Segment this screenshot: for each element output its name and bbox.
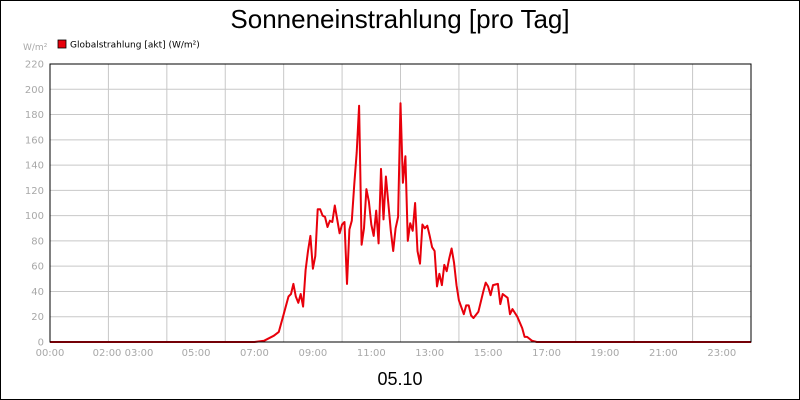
x-tick-label: 19:00 xyxy=(591,348,620,359)
x-tick-label: 11:00 xyxy=(357,348,386,359)
x-tick-label: 02:00 03:00 xyxy=(93,348,154,359)
series-line xyxy=(50,102,751,343)
y-tick-label: 40 xyxy=(31,287,44,298)
x-tick-label: 15:00 xyxy=(474,348,503,359)
y-axis-unit: W/m² xyxy=(23,43,48,53)
grid xyxy=(50,64,751,342)
x-tick-label: 17:00 xyxy=(532,348,561,359)
y-tick-label: 140 xyxy=(25,161,44,172)
y-tick-label: 120 xyxy=(25,186,44,197)
x-tick-label: 21:00 xyxy=(649,348,678,359)
y-tick-label: 180 xyxy=(25,110,44,121)
y-tick-label: 220 xyxy=(25,60,44,71)
plot-border xyxy=(49,63,752,343)
x-tick-label: 07:00 xyxy=(240,348,269,359)
legend-swatch xyxy=(57,39,67,49)
x-tick-label: 09:00 xyxy=(298,348,327,359)
y-tick-label: 100 xyxy=(25,211,44,222)
y-tick-label: 80 xyxy=(31,236,44,247)
legend-label: Globalstrahlung [akt] (W/m²) xyxy=(70,41,200,51)
date-label: 05.10 xyxy=(377,369,422,389)
chart-title: Sonneneinstrahlung [pro Tag] xyxy=(230,4,569,34)
x-tick-label: 23:00 xyxy=(707,348,736,359)
x-tick-label: 13:00 xyxy=(415,348,444,359)
y-tick-label: 160 xyxy=(25,135,44,146)
y-axis-ticks: 0 20 40 60 80 100 120 140 160 180 200 220 xyxy=(25,60,44,349)
y-tick-label: 60 xyxy=(31,262,44,273)
x-tick-label: 00:00 xyxy=(36,348,65,359)
legend: Globalstrahlung [akt] (W/m²) xyxy=(57,39,200,51)
y-tick-label: 0 xyxy=(38,338,44,349)
y-tick-label: 200 xyxy=(25,85,44,96)
x-axis-ticks: 00:00 02:00 03:00 05:00 07:00 09:00 11:00 13:0… xyxy=(36,348,737,359)
x-tick-label: 05:00 xyxy=(182,348,211,359)
y-tick-label: 20 xyxy=(31,312,44,323)
